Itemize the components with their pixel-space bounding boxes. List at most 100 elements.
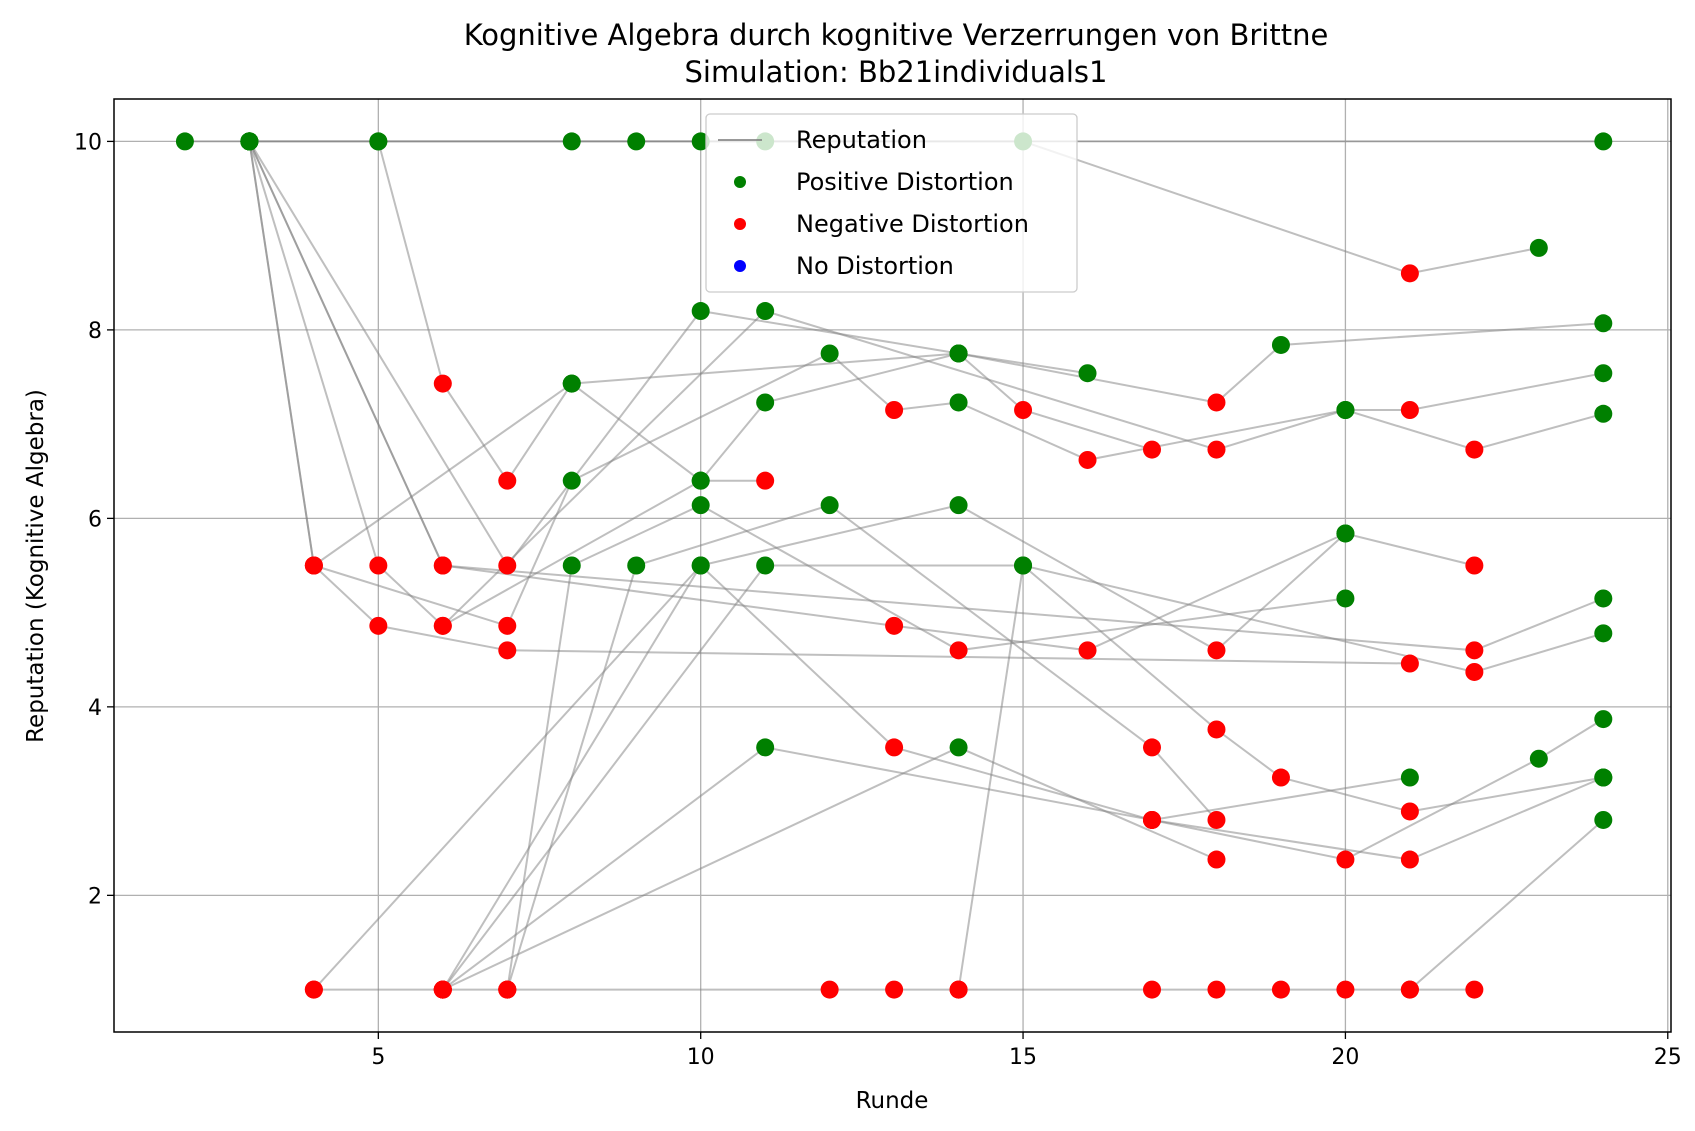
positive-distortion-point — [1594, 314, 1613, 333]
positive-distortion-point — [369, 132, 388, 151]
negative-distortion-point — [885, 616, 904, 635]
negative-distortion-point — [1207, 440, 1226, 459]
legend-marker-swatch — [734, 218, 746, 230]
negative-distortion-point — [1400, 401, 1419, 419]
negative-distortion-point — [1207, 980, 1226, 999]
series-points — [175, 132, 1613, 999]
negative-distortion-point — [1465, 641, 1484, 660]
negative-distortion-point — [1400, 980, 1419, 999]
negative-distortion-point — [1336, 850, 1355, 869]
positive-distortion-point — [1594, 710, 1613, 729]
negative-distortion-point — [433, 556, 452, 575]
positive-distortion-point — [1336, 524, 1355, 543]
negative-distortion-point — [1271, 768, 1290, 787]
negative-distortion-point — [1465, 556, 1484, 575]
positive-distortion-point — [756, 393, 775, 412]
negative-distortion-point — [498, 556, 517, 575]
negative-distortion-point — [498, 616, 517, 635]
legend-box — [705, 113, 1078, 293]
positive-distortion-point — [691, 556, 710, 575]
y-tick-label: 8 — [88, 319, 102, 344]
positive-distortion-point — [1594, 589, 1613, 608]
reputation-line — [248, 140, 1604, 652]
positive-distortion-point — [1594, 364, 1613, 383]
negative-distortion-point — [1143, 738, 1161, 757]
y-tick-label: 10 — [74, 130, 102, 155]
negative-distortion-point — [304, 556, 323, 575]
y-tick-label: 2 — [88, 884, 102, 909]
legend-label: Positive Distortion — [796, 168, 1014, 196]
negative-distortion-point — [756, 471, 775, 490]
positive-distortion-point — [562, 374, 581, 393]
reputation-line — [377, 141, 766, 483]
positive-distortion-point — [756, 738, 775, 757]
positive-distortion-point — [1529, 238, 1548, 257]
negative-distortion-point — [1465, 980, 1484, 999]
negative-distortion-point — [304, 980, 323, 999]
positive-distortion-point — [1529, 749, 1548, 768]
x-tick-label: 20 — [1331, 1045, 1359, 1070]
negative-distortion-point — [1465, 662, 1484, 681]
negative-distortion-point — [885, 738, 904, 757]
positive-distortion-point — [1400, 768, 1419, 787]
positive-distortion-point — [562, 132, 581, 151]
chart-title: Kognitive Algebra durch kognitive Verzer… — [464, 18, 1329, 52]
x-tick-label: 25 — [1654, 1045, 1682, 1070]
chart-subtitle: Simulation: Bb21individuals1 — [685, 55, 1108, 89]
legend-marker-swatch — [734, 260, 746, 272]
negative-distortion-point — [1465, 440, 1484, 459]
legend-label: Reputation — [796, 126, 927, 154]
positive-distortion-point — [691, 496, 710, 515]
negative-distortion-point — [369, 556, 388, 575]
positive-distortion-point — [756, 302, 775, 321]
positive-distortion-point — [949, 344, 968, 363]
positive-distortion-point — [949, 738, 968, 757]
negative-distortion-point — [1207, 641, 1226, 660]
positive-distortion-point — [1336, 401, 1355, 419]
negative-distortion-point — [1207, 720, 1226, 739]
reputation-line — [957, 563, 1604, 990]
negative-distortion-point — [498, 980, 517, 999]
positive-distortion-point — [820, 344, 839, 363]
negative-distortion-point — [1143, 810, 1161, 829]
positive-distortion-point — [949, 496, 968, 515]
y-tick-label: 4 — [88, 696, 102, 721]
positive-distortion-point — [562, 556, 581, 575]
positive-distortion-point — [1336, 589, 1355, 608]
x-axis-label: Runde — [856, 1088, 929, 1114]
legend-marker-swatch — [734, 176, 746, 188]
reputation-line — [442, 746, 1411, 991]
negative-distortion-point — [498, 641, 517, 660]
positive-distortion-point — [1594, 132, 1613, 151]
positive-distortion-point — [627, 132, 646, 151]
positive-distortion-point — [1594, 624, 1613, 643]
negative-distortion-point — [1400, 802, 1419, 821]
positive-distortion-point — [1078, 364, 1097, 383]
negative-distortion-point — [1207, 850, 1226, 869]
positive-distortion-point — [1014, 556, 1033, 575]
negative-distortion-point — [433, 374, 452, 393]
positive-distortion-point — [820, 496, 839, 515]
negative-distortion-point — [369, 616, 388, 635]
negative-distortion-point — [885, 401, 904, 419]
positive-distortion-point — [756, 556, 775, 575]
negative-distortion-point — [1078, 450, 1097, 469]
positive-distortion-point — [691, 302, 710, 321]
negative-distortion-point — [433, 616, 452, 635]
y-tick-label: 6 — [88, 507, 102, 532]
negative-distortion-point — [1143, 980, 1161, 999]
positive-distortion-point — [949, 393, 968, 412]
negative-distortion-point — [1400, 264, 1419, 283]
positive-distortion-point — [562, 471, 581, 490]
plot-frame — [113, 98, 1672, 1033]
x-axis-ticks: 5 10 15 20 25 — [371, 1032, 1682, 1070]
positive-distortion-point — [1594, 404, 1613, 423]
reputation-line — [313, 564, 1604, 991]
negative-distortion-point — [885, 980, 904, 999]
negative-distortion-point — [1271, 980, 1290, 999]
negative-distortion-point — [498, 471, 517, 490]
negative-distortion-point — [1207, 810, 1226, 829]
reputation-line — [313, 352, 1604, 628]
reputation-line — [442, 309, 1604, 627]
